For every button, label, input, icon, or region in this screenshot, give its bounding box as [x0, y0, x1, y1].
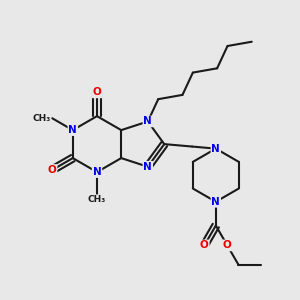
- Text: N: N: [143, 116, 152, 127]
- Text: CH₃: CH₃: [88, 195, 106, 204]
- Text: N: N: [93, 167, 101, 177]
- Text: N: N: [212, 197, 220, 207]
- Text: N: N: [143, 162, 152, 172]
- Text: O: O: [93, 87, 101, 98]
- Text: O: O: [223, 240, 232, 250]
- Text: O: O: [48, 165, 57, 175]
- Text: N: N: [212, 144, 220, 154]
- Text: N: N: [68, 125, 77, 135]
- Text: CH₃: CH₃: [32, 114, 51, 123]
- Text: O: O: [200, 240, 209, 250]
